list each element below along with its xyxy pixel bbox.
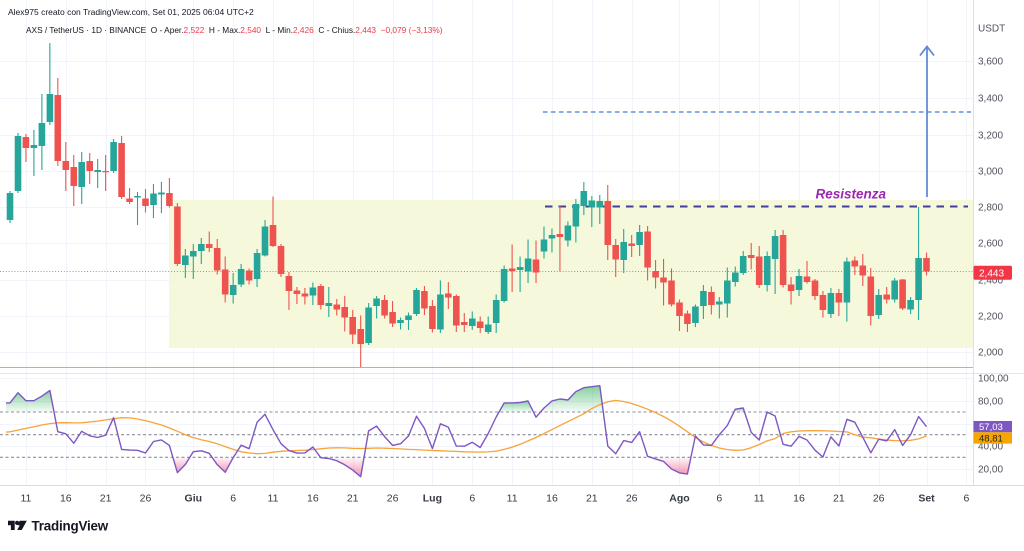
svg-text:26: 26 bbox=[387, 493, 399, 505]
svg-text:6: 6 bbox=[230, 493, 236, 505]
svg-text:3,200: 3,200 bbox=[978, 131, 1003, 142]
svg-text:3,600: 3,600 bbox=[978, 57, 1003, 68]
svg-text:16: 16 bbox=[793, 493, 805, 505]
svg-text:USDT: USDT bbox=[978, 24, 1005, 35]
svg-text:26: 26 bbox=[626, 493, 638, 505]
svg-text:21: 21 bbox=[586, 493, 598, 505]
svg-text:80,00: 80,00 bbox=[978, 397, 1003, 408]
svg-text:11: 11 bbox=[268, 493, 279, 505]
svg-text:100,00: 100,00 bbox=[978, 374, 1009, 385]
svg-text:Resistenza: Resistenza bbox=[815, 187, 886, 202]
svg-text:6: 6 bbox=[963, 493, 969, 505]
svg-text:57,03: 57,03 bbox=[979, 422, 1003, 433]
svg-text:40,00: 40,00 bbox=[978, 442, 1003, 453]
svg-text:21: 21 bbox=[347, 493, 359, 505]
svg-text:Giu: Giu bbox=[185, 493, 203, 505]
svg-text:6: 6 bbox=[469, 493, 475, 505]
svg-text:11: 11 bbox=[20, 493, 31, 505]
svg-text:2,400: 2,400 bbox=[978, 276, 1003, 287]
svg-text:6: 6 bbox=[716, 493, 722, 505]
svg-text:21: 21 bbox=[833, 493, 845, 505]
svg-text:Ago: Ago bbox=[669, 493, 689, 505]
svg-text:26: 26 bbox=[140, 493, 152, 505]
svg-text:AXS / TetherUS · 1D · BINANCE: AXS / TetherUS · 1D · BINANCE O - Aper.2… bbox=[26, 25, 443, 35]
svg-text:11: 11 bbox=[507, 493, 518, 505]
svg-text:Alex975 creato con TradingView: Alex975 creato con TradingView.com, Set … bbox=[8, 7, 254, 17]
svg-text:16: 16 bbox=[60, 493, 72, 505]
svg-text:2,200: 2,200 bbox=[978, 312, 1003, 323]
svg-text:2,443: 2,443 bbox=[979, 268, 1004, 279]
svg-text:Lug: Lug bbox=[423, 493, 442, 505]
svg-text:20,00: 20,00 bbox=[978, 465, 1003, 476]
svg-text:21: 21 bbox=[100, 493, 112, 505]
svg-text:2,600: 2,600 bbox=[978, 239, 1003, 250]
svg-text:2,800: 2,800 bbox=[978, 203, 1003, 214]
svg-text:11: 11 bbox=[754, 493, 765, 505]
svg-text:16: 16 bbox=[546, 493, 558, 505]
svg-text:48,81: 48,81 bbox=[979, 433, 1003, 444]
svg-text:26: 26 bbox=[873, 493, 885, 505]
svg-text:Set: Set bbox=[918, 493, 935, 505]
svg-text:3,000: 3,000 bbox=[978, 167, 1003, 178]
svg-text:2,000: 2,000 bbox=[978, 348, 1003, 359]
svg-text:16: 16 bbox=[307, 493, 319, 505]
svg-text:TradingView: TradingView bbox=[32, 519, 109, 534]
svg-text:3,400: 3,400 bbox=[978, 94, 1003, 105]
